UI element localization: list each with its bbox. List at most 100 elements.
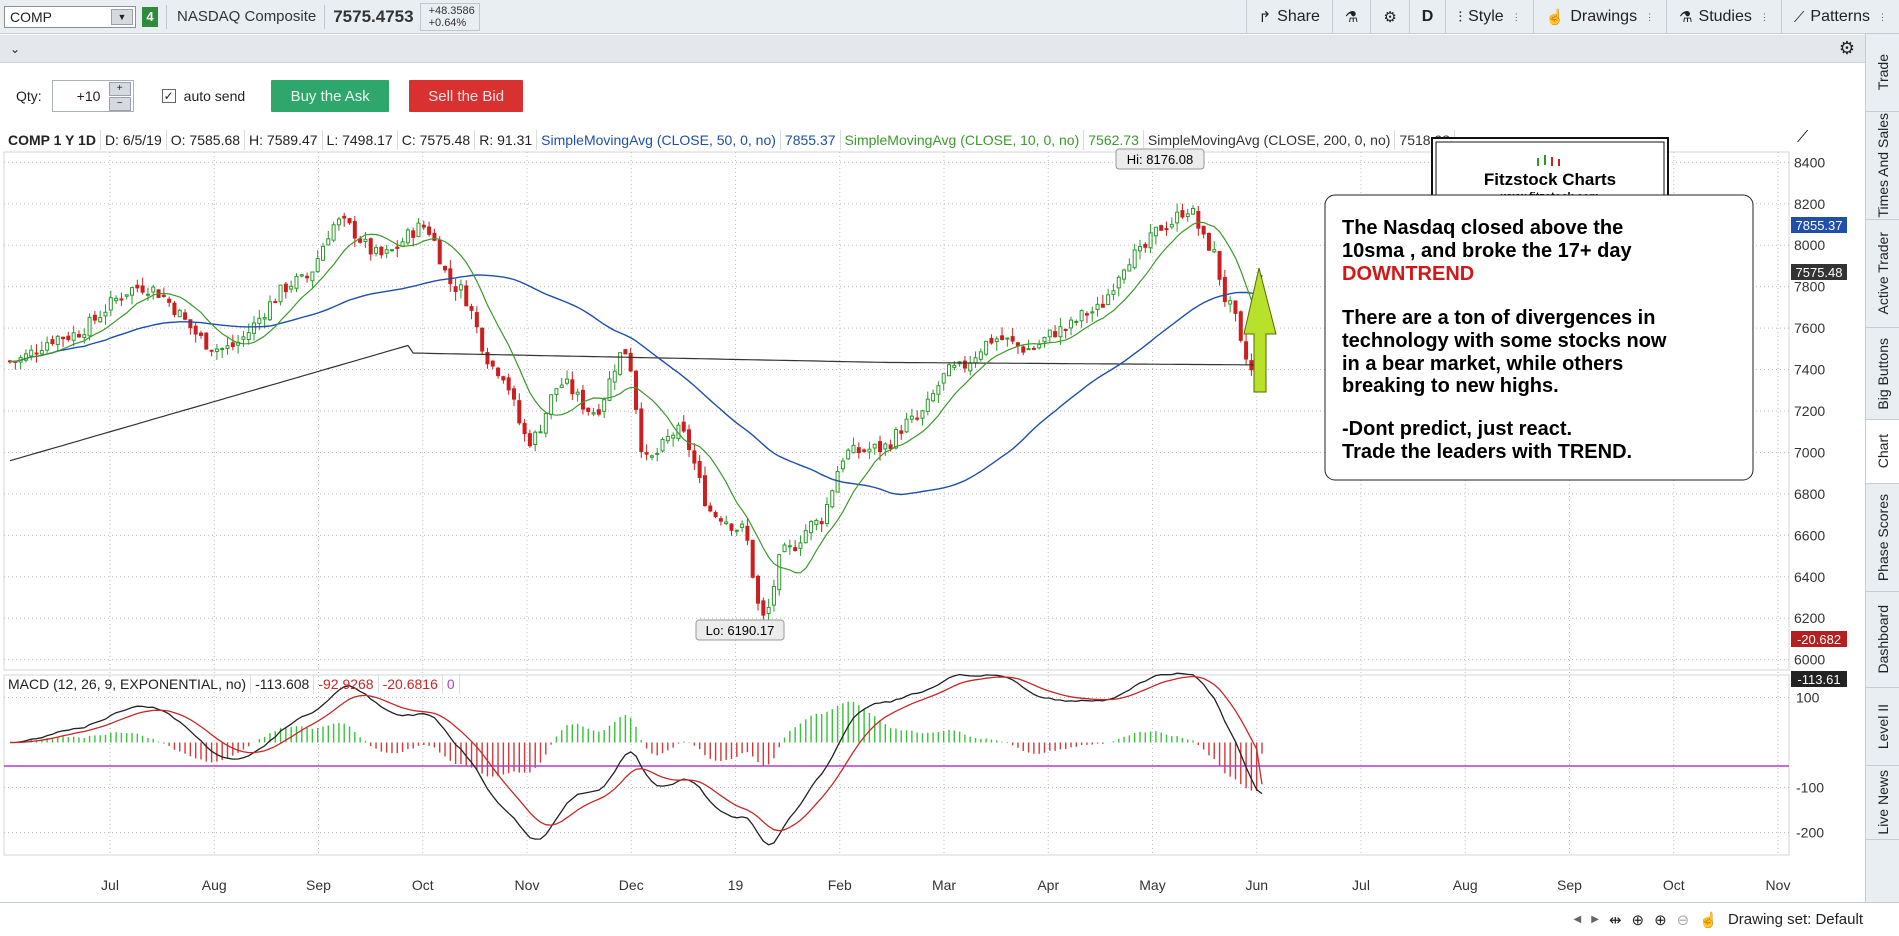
- studies-button[interactable]: ⚗ Studies ⋮: [1666, 0, 1781, 34]
- candle: [437, 236, 442, 265]
- macd-diff-badge: -20.682: [1791, 631, 1847, 647]
- style-button[interactable]: ⫶ Style ⋮: [1445, 0, 1532, 34]
- svg-text:technology with some stocks no: technology with some stocks now: [1342, 330, 1667, 352]
- candle: [941, 373, 946, 391]
- change-box: +48.3586 +0.64%: [419, 2, 480, 31]
- candle: [92, 311, 97, 325]
- macd-label[interactable]: MACD (12, 26, 9, EXPONENTIAL, no): [4, 674, 252, 694]
- link-group-badge[interactable]: 4: [142, 6, 158, 27]
- candle: [1100, 295, 1105, 308]
- scroll-left-icon[interactable]: ◀: [1573, 914, 1582, 925]
- axis-scale-icon[interactable]: ⟋: [1797, 130, 1809, 146]
- candle: [644, 444, 649, 461]
- candle: [835, 466, 840, 493]
- candle: [315, 250, 320, 273]
- tab-big-buttons[interactable]: Big Buttons: [1866, 328, 1899, 420]
- tab-chart[interactable]: Chart: [1866, 420, 1899, 484]
- share-icon: ↱: [1258, 9, 1272, 26]
- expand-icon[interactable]: ⇹: [1608, 911, 1622, 929]
- candle: [1031, 346, 1036, 351]
- candle: [1015, 341, 1020, 355]
- candle: [1084, 311, 1089, 324]
- plus-icon[interactable]: +: [108, 81, 131, 96]
- candle: [580, 385, 585, 415]
- candle: [204, 332, 209, 350]
- drawing-set-selector[interactable]: Drawing set: Default: [1727, 911, 1863, 928]
- candle: [480, 327, 485, 355]
- chart-canvas[interactable]: 6000 6200 6400 6600 6800 7000 7200 7400 7600 7800…: [0, 130, 1865, 902]
- share-button[interactable]: ↱ Share: [1245, 0, 1332, 34]
- time-tick-label: Nov: [1766, 877, 1791, 893]
- candle: [824, 497, 829, 527]
- candle: [973, 351, 978, 368]
- settings-button[interactable]: ⚙: [1370, 0, 1408, 34]
- tab-phase-scores[interactable]: Phase Scores: [1866, 484, 1899, 592]
- candle: [761, 597, 766, 622]
- auto-send-label: auto send: [183, 88, 246, 104]
- chart-symbol[interactable]: COMP 1 Y 1D: [4, 130, 101, 150]
- candle: [432, 228, 437, 242]
- chevron-down-icon[interactable]: ▼: [111, 8, 133, 25]
- tab-label: Big Buttons: [1874, 337, 1891, 410]
- buy-ask-button[interactable]: Buy the Ask: [271, 80, 390, 112]
- candle: [586, 407, 591, 416]
- style-label: Style: [1468, 8, 1504, 25]
- candle: [506, 373, 511, 395]
- macd-value-badge: -113.61: [1791, 671, 1847, 687]
- candle: [374, 244, 379, 257]
- drawings-button[interactable]: ☝ Drawings ⋮: [1532, 0, 1666, 34]
- bar-high: H: 7589.47: [245, 130, 323, 150]
- patterns-button[interactable]: ⟋ Patterns ⋮: [1780, 0, 1899, 34]
- time-axis: Jul Aug Sep Oct Nov Dec 19 Feb Mar Apr May Jun Jul Au…: [101, 877, 1790, 893]
- candle: [501, 375, 506, 384]
- tab-dashboard[interactable]: Dashboard: [1866, 592, 1899, 688]
- candle: [236, 335, 241, 354]
- time-tick-label: Sep: [306, 877, 331, 893]
- tab-trade[interactable]: Trade: [1866, 34, 1899, 112]
- sell-bid-button[interactable]: Sell the Bid: [409, 80, 524, 112]
- check-icon[interactable]: ✓: [161, 89, 176, 103]
- sma50-label[interactable]: SimpleMovingAvg (CLOSE, 50, 0, no): [537, 130, 781, 150]
- candle: [135, 279, 140, 293]
- candle: [591, 407, 596, 417]
- annotation-note[interactable]: The Nasdaq closed above the 10sma , and …: [1324, 194, 1754, 481]
- symbol-value: COMP: [10, 8, 52, 25]
- tab-level-ii[interactable]: Level II: [1866, 688, 1899, 766]
- tab-active-trader[interactable]: Active Trader: [1866, 220, 1899, 328]
- candle: [909, 408, 914, 424]
- candle: [326, 230, 331, 246]
- tab-live-news[interactable]: Live News: [1866, 766, 1899, 840]
- candle: [405, 227, 410, 246]
- candle: [920, 409, 925, 426]
- flask-icon: ⚗: [1679, 9, 1693, 26]
- zoom-in-icon[interactable]: ⊕: [1654, 911, 1667, 929]
- candle: [448, 259, 453, 292]
- period-button[interactable]: D: [1408, 0, 1446, 34]
- price-study-header: COMP 1 Y 1D D: 6/5/19 O: 7585.68 H: 7589…: [4, 129, 1456, 151]
- price-tick-label: 6800: [1794, 486, 1825, 502]
- candle: [766, 598, 771, 621]
- flask-button[interactable]: ⚗: [1331, 0, 1370, 34]
- zoom-out-icon[interactable]: ⊖: [1676, 911, 1690, 929]
- crosshair-icon[interactable]: ⊕: [1631, 911, 1645, 929]
- up-arrow-drawing[interactable]: [1243, 267, 1277, 393]
- period-label: D: [1421, 8, 1434, 25]
- gear-icon[interactable]: ⚙: [1838, 38, 1855, 58]
- candle: [702, 466, 707, 507]
- gear-icon: ⚙: [1383, 9, 1397, 26]
- tab-times-and-sales[interactable]: Times And Sales: [1866, 112, 1899, 220]
- svg-text:-113.61: -113.61: [1797, 672, 1840, 687]
- pan-hand-icon[interactable]: ☝: [1699, 911, 1718, 929]
- scroll-right-icon[interactable]: ▶: [1591, 914, 1599, 925]
- collapse-chevron-icon[interactable]: ⌄: [10, 41, 21, 56]
- sma200-label[interactable]: SimpleMovingAvg (CLOSE, 200, 0, no): [1144, 130, 1396, 150]
- candle: [1206, 232, 1211, 251]
- auto-send-checkbox[interactable]: ✓ auto send: [161, 88, 246, 104]
- minus-icon[interactable]: −: [108, 96, 131, 111]
- quantity-stepper[interactable]: +10 + −: [51, 80, 134, 112]
- sma10-label[interactable]: SimpleMovingAvg (CLOSE, 10, 0, no): [841, 130, 1085, 150]
- symbol-selector[interactable]: COMP ▼: [4, 5, 136, 28]
- sma10-value: 7562.73: [1084, 130, 1144, 150]
- candle: [294, 273, 299, 293]
- candle: [331, 221, 336, 243]
